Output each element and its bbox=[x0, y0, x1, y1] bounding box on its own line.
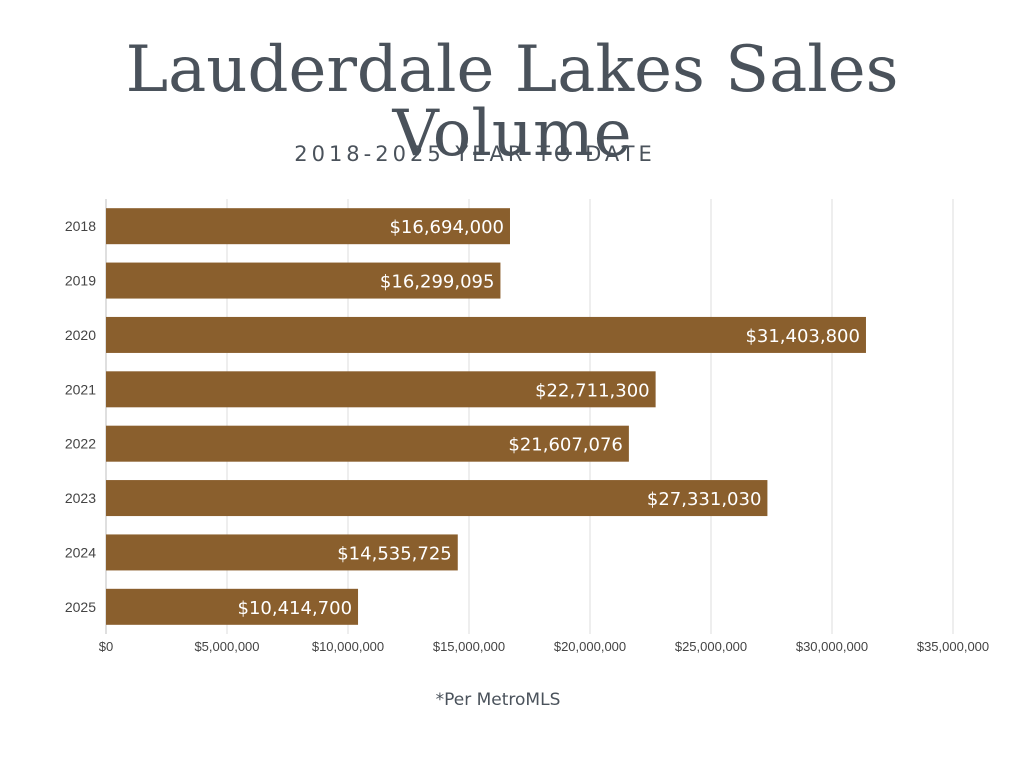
data-label: $14,535,725 bbox=[337, 543, 452, 564]
chart-subtitle: 2018-2025 YEAR TO DATE bbox=[294, 142, 656, 166]
bar bbox=[106, 534, 458, 571]
bar bbox=[106, 425, 629, 462]
y-tick-label: 2022 bbox=[65, 436, 96, 452]
data-label: $22,711,300 bbox=[535, 380, 650, 401]
data-label: $16,694,000 bbox=[389, 217, 504, 238]
y-tick-label: 2018 bbox=[65, 218, 96, 234]
x-tick-label: $35,000,000 bbox=[917, 639, 989, 654]
y-tick-label: 2020 bbox=[65, 327, 96, 343]
y-tick-label: 2019 bbox=[65, 273, 96, 289]
x-tick-label: $15,000,000 bbox=[433, 639, 505, 654]
x-tick-label: $20,000,000 bbox=[554, 639, 626, 654]
data-label: $31,403,800 bbox=[745, 326, 860, 347]
y-tick-label: 2021 bbox=[65, 381, 96, 397]
x-tick-label: $0 bbox=[99, 639, 113, 654]
bar bbox=[106, 480, 768, 517]
x-tick-label: $5,000,000 bbox=[194, 639, 259, 654]
bar bbox=[106, 316, 866, 353]
data-label: $27,331,030 bbox=[647, 489, 762, 510]
bar bbox=[106, 588, 359, 625]
bar bbox=[106, 208, 510, 245]
y-tick-label: 2025 bbox=[65, 599, 96, 615]
bar bbox=[106, 262, 501, 299]
chart-title: Lauderdale Lakes Sales Volume bbox=[125, 33, 899, 171]
source-footnote: *Per MetroMLS bbox=[435, 690, 561, 710]
x-tick-label: $30,000,000 bbox=[796, 639, 868, 654]
data-label: $16,299,095 bbox=[380, 272, 495, 293]
y-tick-label: 2024 bbox=[65, 544, 96, 560]
data-label: $21,607,076 bbox=[508, 435, 623, 456]
y-tick-label: 2023 bbox=[65, 490, 96, 506]
data-label: $10,414,700 bbox=[238, 598, 353, 619]
x-tick-label: $10,000,000 bbox=[312, 639, 384, 654]
bar bbox=[106, 371, 656, 408]
x-tick-label: $25,000,000 bbox=[675, 639, 747, 654]
